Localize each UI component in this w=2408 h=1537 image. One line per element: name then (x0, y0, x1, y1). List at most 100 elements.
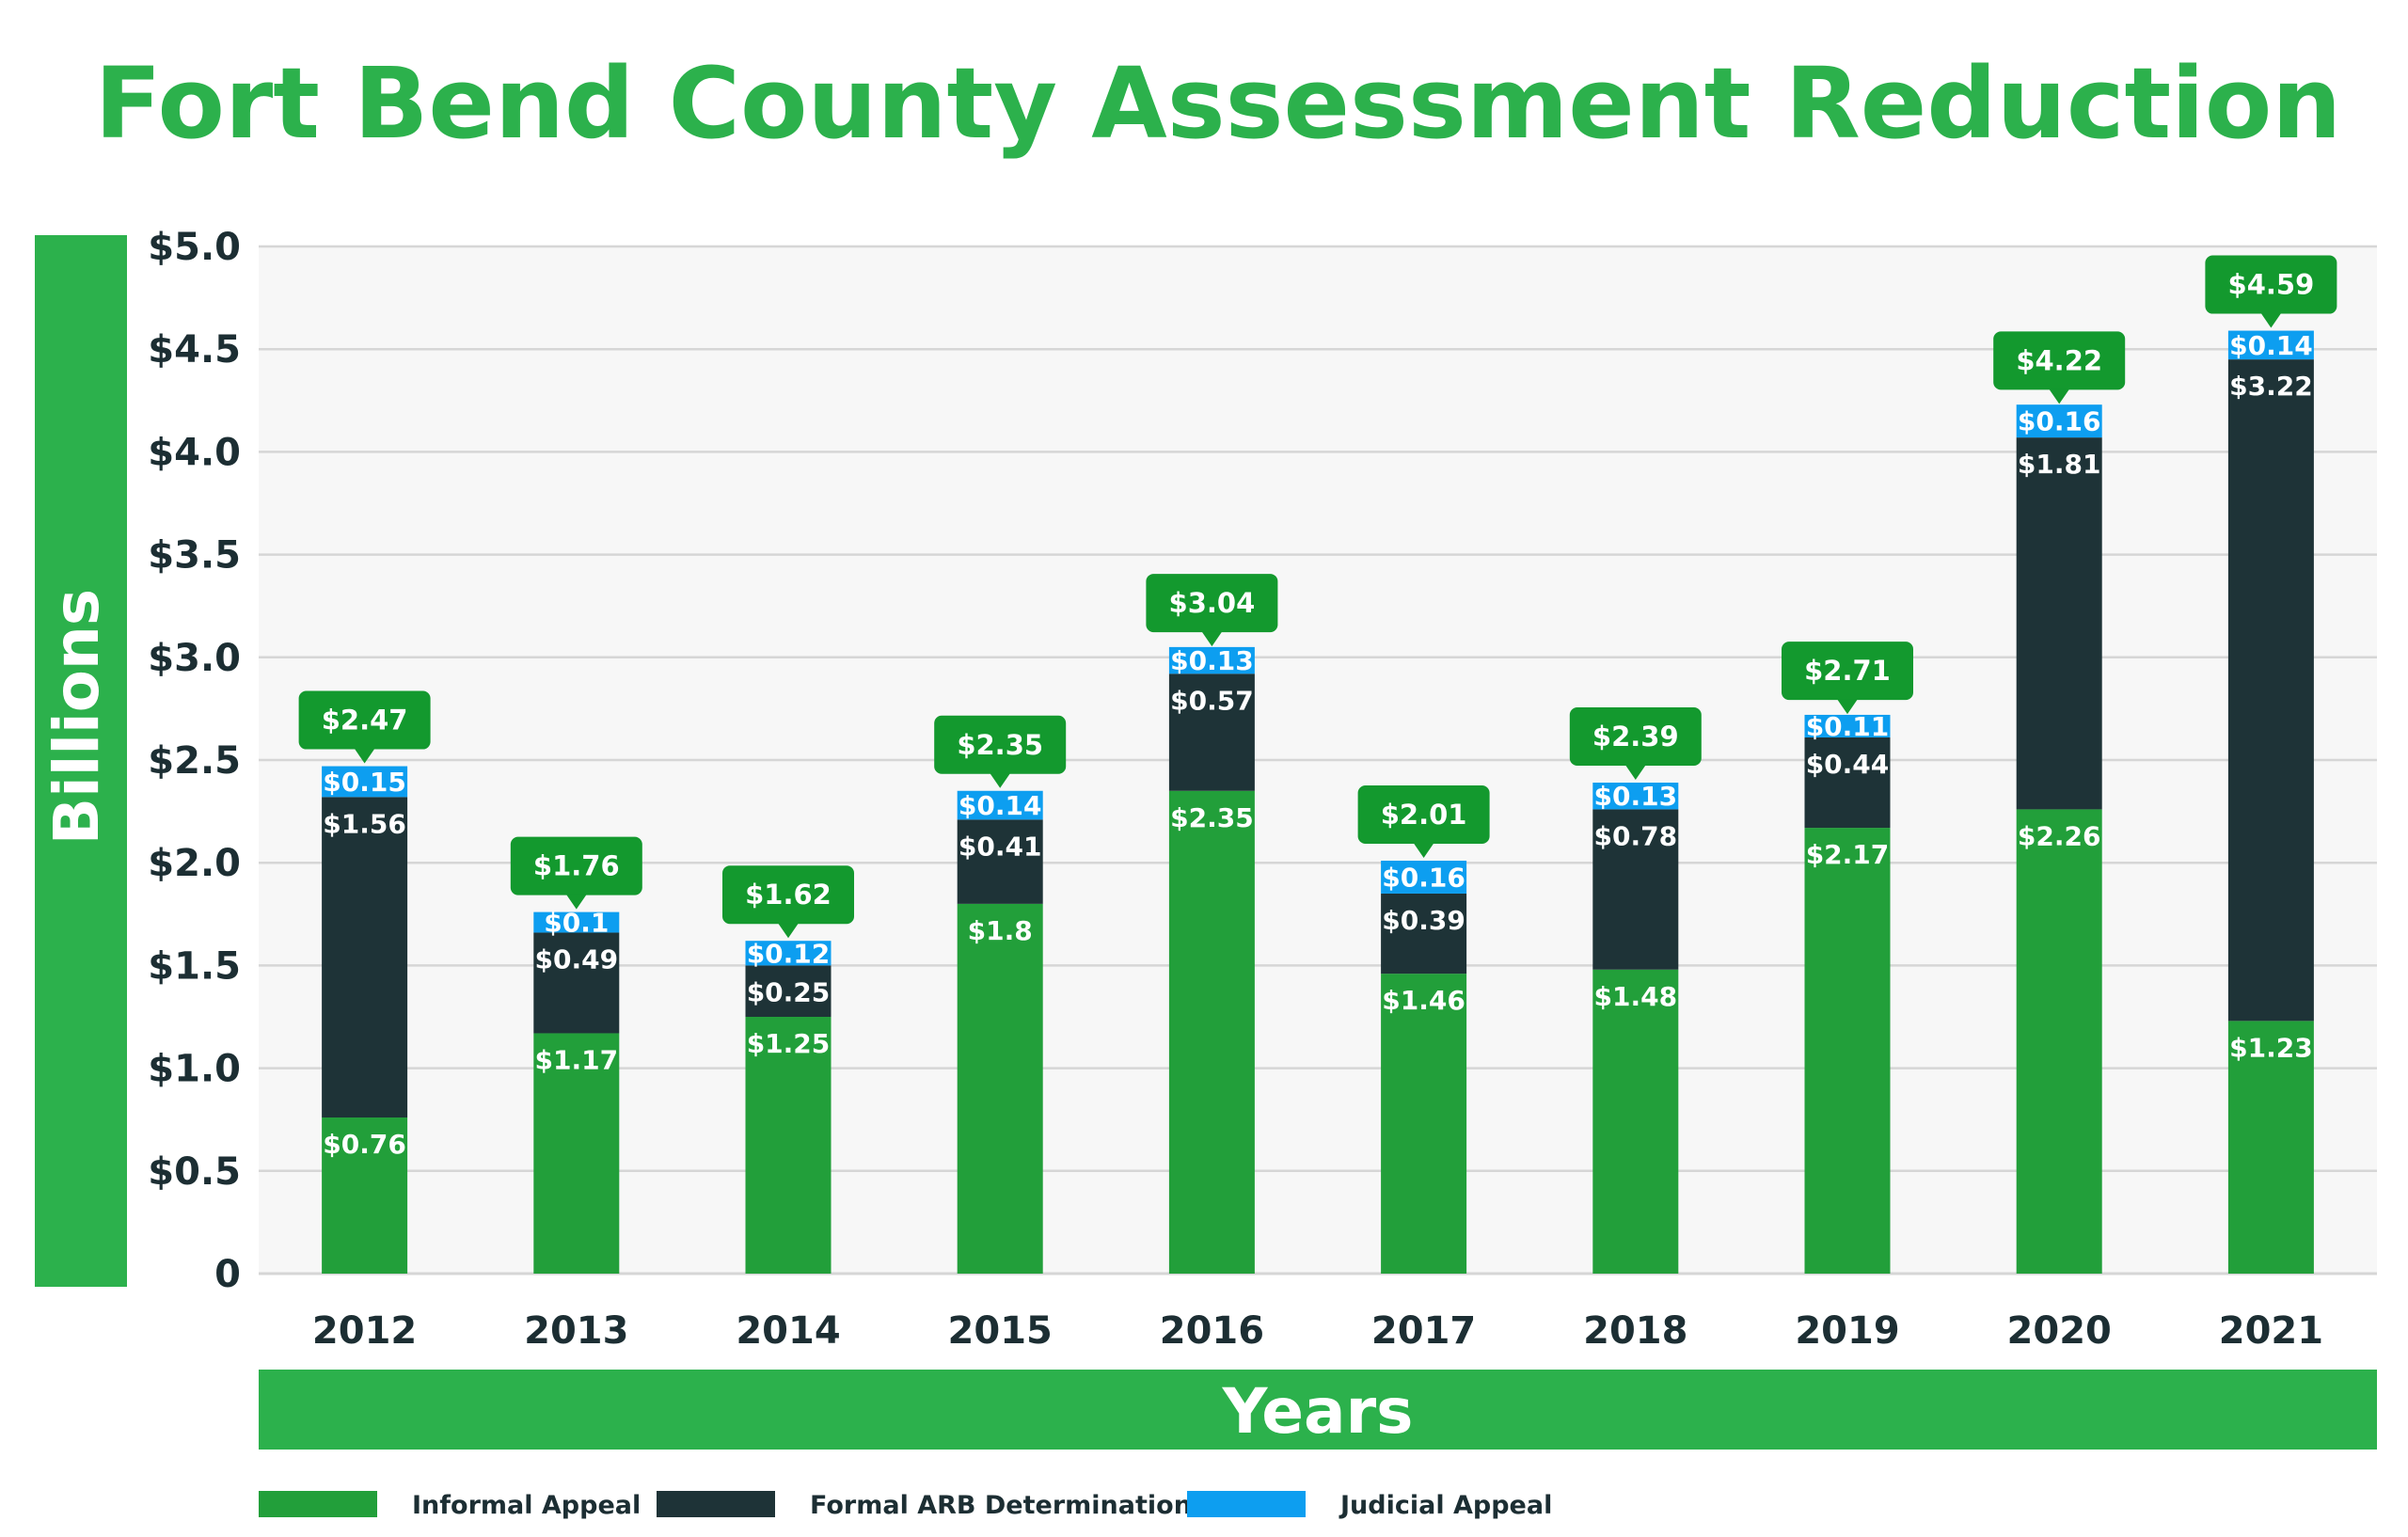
segment-value-label: $0.12 (747, 938, 831, 969)
bar-segment (1592, 809, 1679, 970)
total-value-label: $4.59 (2228, 269, 2315, 301)
x-axis-label: Years (1222, 1375, 1414, 1448)
y-tick-label: $1.0 (148, 1048, 241, 1091)
x-tick-label: 2018 (1583, 1309, 1687, 1353)
total-callout (1782, 642, 1913, 701)
segment-value-label: $0.41 (958, 831, 1042, 862)
bar-segment (1381, 893, 1467, 974)
bar-segment (1804, 828, 1891, 1274)
total-value-label: $1.76 (533, 850, 620, 882)
bar-segment (1592, 783, 1679, 810)
segment-value-label: $0.14 (2229, 330, 2313, 361)
segment-value-label: $1.17 (535, 1044, 619, 1075)
total-callout-pointer (2260, 312, 2282, 328)
legend-label: Formal ARB Determination (810, 1491, 1192, 1520)
bar-segment (2016, 404, 2102, 438)
x-tick-label: 2014 (736, 1309, 840, 1353)
segment-value-label: $0.13 (1170, 645, 1254, 676)
y-tick-label: $3.0 (148, 637, 241, 680)
y-axis-label-band (35, 235, 127, 1287)
segment-value-label: $0.76 (323, 1129, 406, 1160)
segment-value-label: $0.11 (1806, 711, 1890, 742)
bar-segment (322, 797, 408, 1118)
x-tick-label: 2015 (948, 1309, 1053, 1353)
x-tick-label: 2019 (1795, 1309, 1899, 1353)
y-tick-label: $0.5 (148, 1150, 241, 1194)
total-callout-pointer (778, 923, 799, 939)
total-value-label: $2.47 (322, 705, 408, 737)
total-callout (722, 865, 854, 925)
segment-value-label: $0.57 (1170, 685, 1254, 716)
legend-label: Informal Appeal (412, 1491, 641, 1520)
total-callout (1569, 707, 1702, 767)
bar-segment (745, 965, 832, 1017)
segment-value-label: $0.49 (535, 943, 619, 974)
bar-segment (957, 790, 1043, 820)
total-callout-pointer (565, 894, 587, 910)
total-value-label: $1.62 (745, 879, 832, 911)
total-value-label: $2.39 (1592, 721, 1679, 753)
segment-value-label: $2.35 (1170, 802, 1254, 833)
bar-segment (1381, 861, 1467, 894)
total-value-label: $2.35 (957, 729, 1043, 761)
total-callout (1146, 574, 1278, 633)
segment-value-label: $3.22 (2229, 371, 2313, 402)
total-callout-pointer (990, 772, 1011, 788)
legend-swatch (1187, 1491, 1306, 1517)
y-tick-label: $1.5 (148, 944, 241, 988)
total-callout (1993, 331, 2126, 390)
legend-label: Judicial Appeal (1339, 1491, 1552, 1520)
y-tick-label: $5.0 (148, 226, 241, 269)
y-tick-label: $2.0 (148, 842, 241, 885)
total-callout (934, 715, 1067, 774)
bar-segment (957, 903, 1043, 1274)
bar-segment (1168, 790, 1255, 1274)
total-callout-pointer (1413, 843, 1434, 859)
x-tick-label: 2016 (1160, 1309, 1264, 1353)
total-callout-pointer (1201, 631, 1223, 647)
segment-value-label: $0.25 (747, 976, 831, 1007)
segment-value-label: $1.48 (1594, 981, 1678, 1012)
segment-value-label: $1.81 (2018, 449, 2101, 480)
segment-value-label: $0.1 (544, 908, 609, 939)
segment-value-label: $1.8 (968, 915, 1033, 946)
segment-value-label: $2.26 (2018, 820, 2101, 851)
total-value-label: $3.04 (1169, 587, 1256, 619)
x-tick-label: 2020 (2007, 1309, 2112, 1353)
bars: $0.76 $1.56 $0.15 $2.47 $1.17 $0.49 $0.1 $1.76 $… (298, 255, 2337, 1274)
x-tick-label: 2021 (2219, 1309, 2323, 1353)
bar-segment (1168, 673, 1255, 791)
total-value-label: $4.22 (2016, 344, 2102, 376)
legend-swatch (259, 1491, 377, 1517)
bar-segment (1381, 974, 1467, 1274)
y-axis-ticks: 0 $0.5 $1.0 $1.5 $2.0 $2.5 $3.0 $3.5 $4.0 $4.5 $5.… (148, 226, 241, 1296)
total-callout-pointer (354, 748, 375, 764)
bar-segment (1804, 737, 1891, 829)
segment-value-label: $0.16 (1382, 862, 1465, 893)
total-callout (2205, 255, 2337, 314)
y-tick-label: $2.5 (148, 739, 241, 783)
total-callout-pointer (2049, 388, 2070, 404)
y-tick-label: 0 (214, 1253, 241, 1296)
segment-value-label: $2.17 (1806, 839, 1890, 870)
x-tick-label: 2017 (1371, 1309, 1476, 1353)
bar-segment (745, 1017, 832, 1274)
bar-segment (322, 766, 408, 798)
y-tick-label: $4.5 (148, 328, 241, 372)
segment-value-label: $0.16 (2018, 406, 2101, 437)
chart-title: Fort Bend County Assessment Reduction (95, 46, 2342, 161)
total-callout (510, 836, 642, 895)
x-axis-label-band (259, 1370, 2377, 1450)
legend: Informal Appeal Formal ARB Determination J… (259, 1491, 1552, 1520)
bar-segment (745, 941, 832, 966)
bar-segment (533, 932, 620, 1034)
y-tick-label: $3.5 (148, 534, 241, 578)
legend-swatch (657, 1491, 775, 1517)
x-tick-label: 2013 (524, 1309, 628, 1353)
total-value-label: $2.01 (1381, 799, 1467, 831)
x-tick-label: 2012 (312, 1309, 417, 1353)
bar-segment (2016, 437, 2102, 810)
bar-segment (533, 1033, 620, 1274)
bar-segment (2227, 1021, 2314, 1274)
